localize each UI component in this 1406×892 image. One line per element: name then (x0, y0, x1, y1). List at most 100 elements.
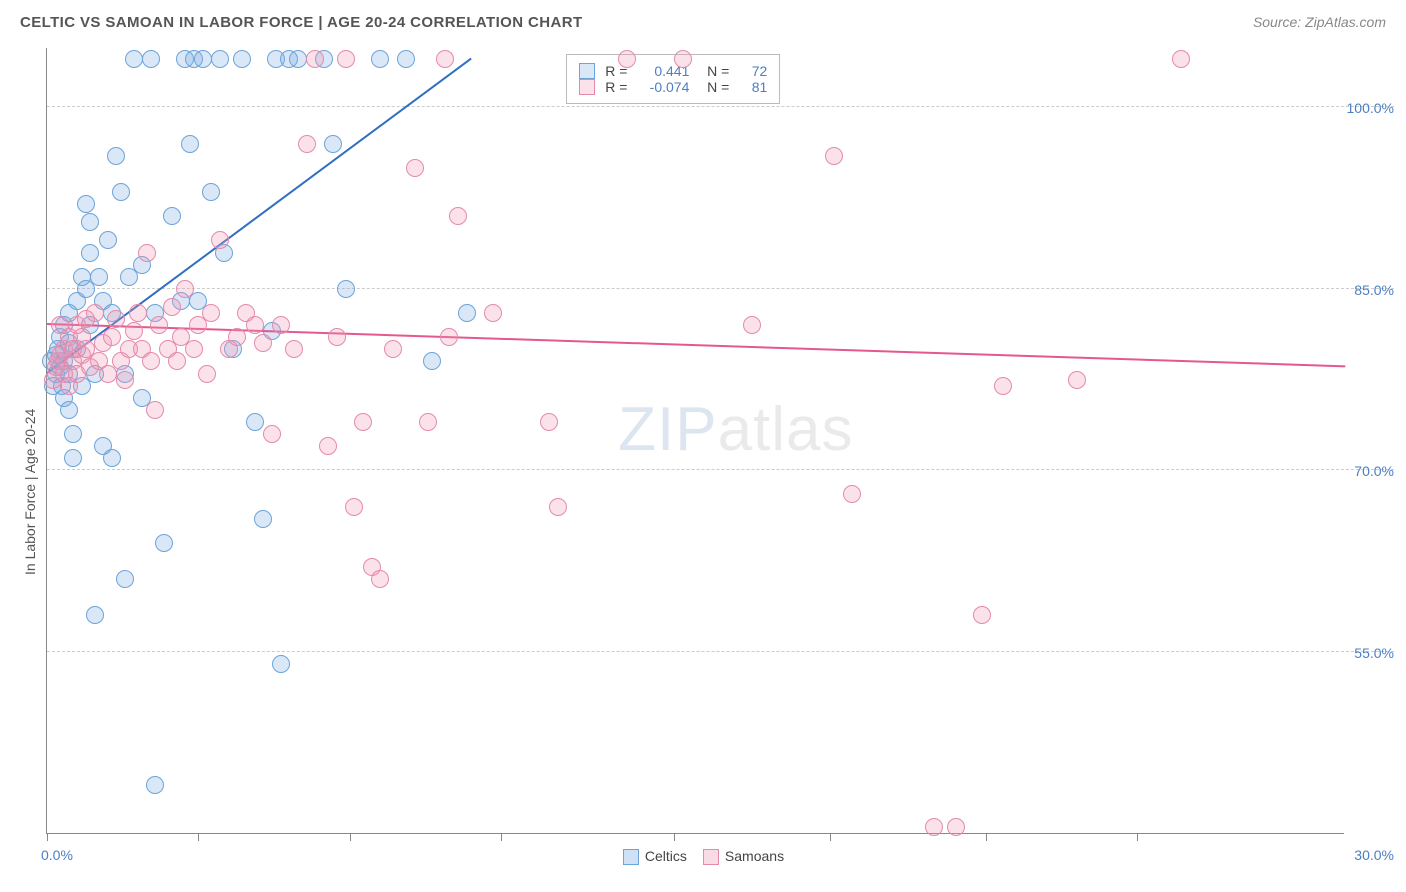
legend-swatch-icon (623, 849, 639, 865)
data-point (371, 50, 389, 68)
data-point (99, 231, 117, 249)
data-point (254, 510, 272, 528)
x-tick (47, 833, 48, 841)
data-point (116, 570, 134, 588)
x-tick (198, 833, 199, 841)
stat-n-value: 72 (739, 63, 767, 79)
legend-swatch-icon (579, 63, 595, 79)
data-point (246, 316, 264, 334)
data-point (440, 328, 458, 346)
data-point (436, 50, 454, 68)
data-point (116, 371, 134, 389)
data-point (843, 485, 861, 503)
data-point (306, 50, 324, 68)
data-point (202, 304, 220, 322)
data-point (103, 449, 121, 467)
data-point (129, 304, 147, 322)
data-point (138, 244, 156, 262)
data-point (458, 304, 476, 322)
data-point (925, 818, 943, 836)
data-point (384, 340, 402, 358)
data-point (90, 268, 108, 286)
data-point (337, 280, 355, 298)
y-tick-label: 70.0% (1354, 463, 1394, 479)
data-point (107, 147, 125, 165)
data-point (60, 401, 78, 419)
data-point (233, 50, 251, 68)
data-point (1068, 371, 1086, 389)
data-point (549, 498, 567, 516)
data-point (337, 50, 355, 68)
data-point (155, 534, 173, 552)
data-point (973, 606, 991, 624)
data-point (319, 437, 337, 455)
data-point (1172, 50, 1190, 68)
stat-row: R = -0.074 N = 81 (579, 79, 767, 95)
stat-row: R =0.441 N =72 (579, 63, 767, 79)
data-point (298, 135, 316, 153)
scatter-plot: ZIPatlas R =0.441 N =72R =-0.074 N =81 C… (46, 48, 1344, 834)
gridline (47, 651, 1394, 652)
data-point (81, 244, 99, 262)
data-point (146, 401, 164, 419)
x-tick (986, 833, 987, 841)
chart-title: CELTIC VS SAMOAN IN LABOR FORCE | AGE 20… (20, 14, 583, 31)
data-point (185, 340, 203, 358)
data-point (228, 328, 246, 346)
x-tick (830, 833, 831, 841)
legend-swatch-icon (579, 79, 595, 95)
source-label: Source: ZipAtlas.com (1253, 14, 1386, 30)
data-point (285, 340, 303, 358)
data-point (112, 183, 130, 201)
data-point (64, 425, 82, 443)
data-point (419, 413, 437, 431)
stat-n-label: N = (699, 79, 729, 95)
gridline (47, 469, 1394, 470)
data-point (86, 606, 104, 624)
watermark: ZIPatlas (618, 394, 853, 465)
data-point (211, 50, 229, 68)
data-point (168, 352, 186, 370)
data-point (176, 280, 194, 298)
data-point (198, 365, 216, 383)
y-tick-label: 100.0% (1347, 100, 1394, 116)
data-point (947, 818, 965, 836)
data-point (81, 213, 99, 231)
data-point (163, 298, 181, 316)
data-point (345, 498, 363, 516)
data-point (125, 50, 143, 68)
data-point (484, 304, 502, 322)
data-point (354, 413, 372, 431)
data-point (125, 322, 143, 340)
x-tick (350, 833, 351, 841)
stat-r-label: R = (605, 79, 627, 95)
data-point (163, 207, 181, 225)
data-point (406, 159, 424, 177)
gridline (47, 288, 1394, 289)
data-point (289, 50, 307, 68)
data-point (540, 413, 558, 431)
title-bar: CELTIC VS SAMOAN IN LABOR FORCE | AGE 20… (20, 14, 1386, 31)
data-point (324, 135, 342, 153)
x-tick-label: 30.0% (1354, 847, 1394, 863)
y-axis-label: In Labor Force | Age 20-24 (22, 408, 38, 574)
data-point (371, 570, 389, 588)
data-point (202, 183, 220, 201)
data-point (328, 328, 346, 346)
stat-n-value: 81 (739, 79, 767, 95)
data-point (181, 135, 199, 153)
legend-label: Celtics (645, 848, 687, 864)
data-point (150, 316, 168, 334)
stat-r-value: -0.074 (637, 79, 689, 95)
legend-label: Samoans (725, 848, 784, 864)
data-point (194, 50, 212, 68)
data-point (674, 50, 692, 68)
data-point (994, 377, 1012, 395)
data-point (263, 425, 281, 443)
x-tick (1137, 833, 1138, 841)
x-tick-label: 0.0% (41, 847, 73, 863)
data-point (64, 449, 82, 467)
x-tick (674, 833, 675, 841)
data-point (272, 655, 290, 673)
data-point (77, 195, 95, 213)
